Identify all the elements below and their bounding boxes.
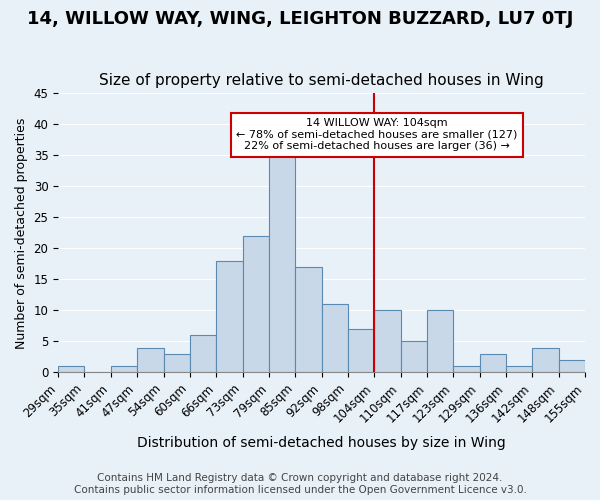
Text: 14, WILLOW WAY, WING, LEIGHTON BUZZARD, LU7 0TJ: 14, WILLOW WAY, WING, LEIGHTON BUZZARD, … xyxy=(27,10,573,28)
Bar xyxy=(427,310,453,372)
Bar xyxy=(164,354,190,372)
Bar xyxy=(137,348,164,372)
Bar xyxy=(348,329,374,372)
Bar xyxy=(532,348,559,372)
Bar xyxy=(58,366,85,372)
Bar xyxy=(374,310,401,372)
X-axis label: Distribution of semi-detached houses by size in Wing: Distribution of semi-detached houses by … xyxy=(137,436,506,450)
Text: Contains HM Land Registry data © Crown copyright and database right 2024.
Contai: Contains HM Land Registry data © Crown c… xyxy=(74,474,526,495)
Text: 14 WILLOW WAY: 104sqm
← 78% of semi-detached houses are smaller (127)
22% of sem: 14 WILLOW WAY: 104sqm ← 78% of semi-deta… xyxy=(236,118,518,152)
Bar xyxy=(453,366,479,372)
Bar xyxy=(401,342,427,372)
Title: Size of property relative to semi-detached houses in Wing: Size of property relative to semi-detach… xyxy=(99,73,544,88)
Bar xyxy=(295,267,322,372)
Bar xyxy=(506,366,532,372)
Bar xyxy=(190,335,216,372)
Y-axis label: Number of semi-detached properties: Number of semi-detached properties xyxy=(15,117,28,348)
Bar xyxy=(322,304,348,372)
Bar xyxy=(269,143,295,372)
Bar xyxy=(216,260,242,372)
Bar xyxy=(111,366,137,372)
Bar xyxy=(479,354,506,372)
Bar xyxy=(559,360,585,372)
Bar xyxy=(242,236,269,372)
